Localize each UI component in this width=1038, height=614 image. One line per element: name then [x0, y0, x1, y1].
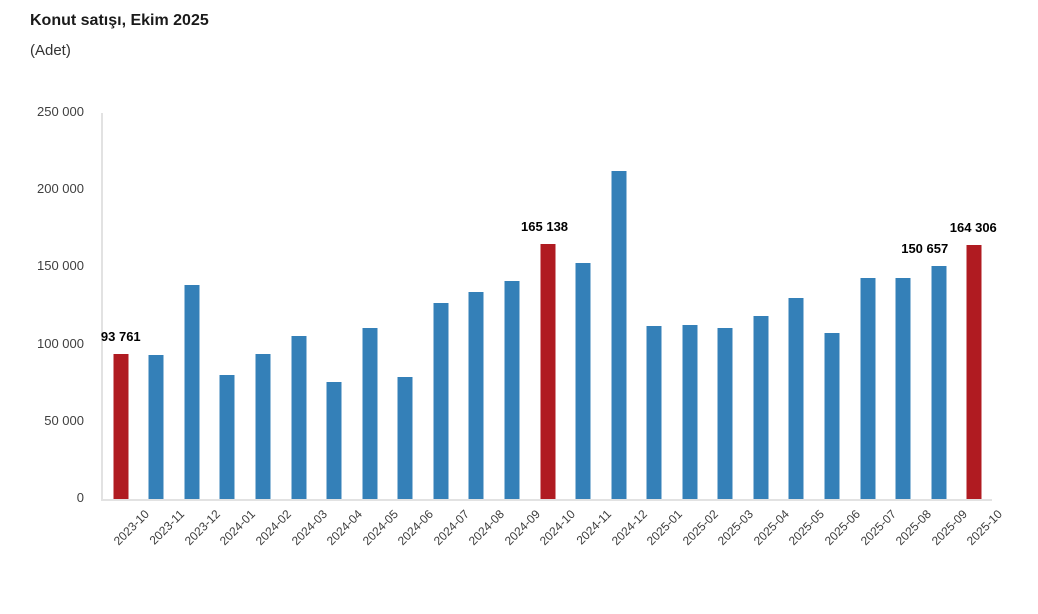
bar-slot: 2024-03: [281, 113, 329, 548]
bar-slot: 2025-06: [814, 113, 863, 548]
bar-slot: 150 657 2025-09: [901, 113, 969, 548]
bar: [326, 382, 342, 499]
x-axis-label: 2024-11: [573, 507, 614, 548]
bar-highlighted: [113, 354, 129, 499]
chart-title: Konut satışı, Ekim 2025: [30, 12, 209, 29]
bar: [860, 278, 876, 499]
x-axis-label: 2025-03: [715, 507, 757, 549]
bar-value-label: 93 761: [100, 329, 141, 344]
bar: [717, 328, 733, 499]
x-axis-label: 2024-06: [395, 507, 437, 549]
bar-slot: 2024-05: [352, 113, 401, 548]
x-axis-label: 2024-12: [608, 507, 650, 549]
bar: [931, 266, 947, 499]
x-axis-label: 2023-10: [110, 507, 152, 549]
bar-value-label: 165 138: [521, 219, 569, 234]
bar-slot: 2024-09: [494, 113, 543, 548]
y-tick-label: 100 000: [37, 335, 84, 351]
bar-slot: 2025-05: [779, 113, 827, 548]
bar: [433, 303, 449, 499]
x-axis-label: 2024-09: [501, 507, 543, 549]
bar-slot: 164 306 2025-10: [950, 113, 1005, 548]
x-axis-label: 2025-10: [964, 507, 1006, 549]
bar: [575, 263, 591, 499]
y-tick-label: 50 000: [44, 412, 84, 428]
x-axis-label: 2025-04: [750, 507, 792, 549]
x-axis-label: 2025-02: [679, 507, 721, 549]
bar-slot: 2023-11: [139, 113, 187, 547]
y-tick-label: 0: [76, 490, 84, 505]
x-axis-label: 2023-12: [181, 507, 223, 549]
bar: [184, 285, 200, 499]
y-tick-label: 150 000: [37, 258, 84, 274]
x-axis-label: 2025-06: [821, 507, 863, 549]
x-axis-label: 2025-08: [893, 507, 935, 549]
bar-value-label: 164 306: [949, 220, 997, 235]
x-axis-label: 2024-03: [288, 507, 330, 549]
bar: [895, 278, 911, 499]
plot-area: 93 761 2023-10 2023-11 2023-12 2024-01 2024-0…: [100, 113, 1005, 548]
bar: [824, 333, 840, 499]
x-axis-label: 2025-01: [644, 507, 686, 549]
bar: [397, 377, 413, 499]
bar-slot: 2024-06: [388, 113, 436, 548]
bar: [682, 325, 698, 499]
bar-slot: 2023-12: [174, 113, 223, 548]
x-axis-label: 2024-02: [252, 507, 294, 549]
bar: [219, 375, 235, 499]
bar-slot: 2024-08: [459, 113, 507, 548]
bar: [255, 354, 271, 499]
bar-slot: 2024-02: [245, 113, 294, 548]
bar-slot: 165 138 2024-10: [521, 113, 578, 548]
x-axis-label: 2025-09: [928, 507, 970, 549]
bar: [291, 336, 307, 499]
bar-slot: 2025-08: [885, 113, 934, 548]
bar-slot: 2024-01: [210, 113, 258, 548]
bar-slot: 2024-07: [423, 113, 472, 548]
bar: [646, 326, 662, 499]
bar-slot: 2025-04: [743, 113, 792, 548]
y-axis: 0 50 000 100 000 150 000 200 000 250 000: [0, 104, 84, 505]
bar-slot: 2024-12: [601, 113, 650, 548]
y-tick-label: 250 000: [37, 104, 84, 119]
bar-slot: 93 761 2023-10: [100, 113, 152, 548]
x-axis-label: 2023-11: [146, 507, 188, 548]
bar: [788, 298, 804, 499]
x-axis-label: 2024-05: [359, 507, 401, 549]
x-axis-label: 2025-07: [857, 507, 899, 549]
x-axis-label: 2024-04: [324, 507, 366, 549]
bar-slot: 2025-07: [850, 113, 898, 548]
bar: [504, 281, 520, 499]
x-axis-label: 2024-10: [537, 507, 579, 549]
x-axis-label: 2024-01: [217, 507, 259, 549]
x-axis-label: 2025-05: [786, 507, 828, 549]
bar: [468, 292, 484, 499]
bar: [362, 328, 378, 499]
bar-slot: 2024-04: [316, 113, 365, 548]
y-tick-label: 200 000: [37, 181, 84, 197]
bar: [148, 355, 164, 499]
bar-value-label: 150 657: [901, 241, 949, 256]
bar: [611, 171, 627, 499]
bar-slot: 2024-11: [565, 113, 614, 547]
chart-subtitle: (Adet): [30, 42, 71, 59]
x-axis-label: 2024-08: [466, 507, 508, 549]
x-axis-label: 2024-07: [430, 507, 472, 549]
bar-highlighted: [540, 244, 556, 499]
bar: [753, 316, 769, 499]
bar-slot: 2025-03: [708, 113, 756, 548]
bar-slot: 2025-02: [672, 113, 721, 548]
bar-highlighted: [966, 245, 982, 499]
bar-slot: 2025-01: [636, 113, 685, 548]
